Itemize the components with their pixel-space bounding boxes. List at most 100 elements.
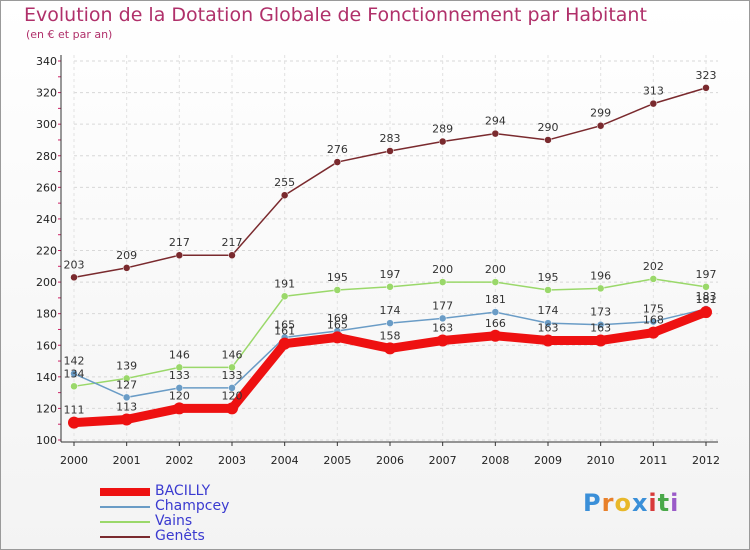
data-label: 196 <box>590 269 611 282</box>
data-point <box>542 334 554 347</box>
data-point <box>386 319 394 327</box>
data-point <box>594 334 607 347</box>
data-label: 142 <box>64 355 85 368</box>
data-label: 290 <box>538 121 559 134</box>
data-label: 203 <box>64 258 85 271</box>
data-point <box>175 384 184 392</box>
data-point <box>173 402 186 415</box>
data-label: 283 <box>380 132 401 145</box>
legend-label: Vains <box>155 513 193 529</box>
x-tick-label: 2004 <box>271 454 299 467</box>
data-point <box>331 331 344 344</box>
data-point <box>702 84 710 92</box>
x-tick-label: 2011 <box>639 454 667 467</box>
y-tick-label: 100 <box>36 434 57 447</box>
data-point <box>491 308 500 316</box>
data-point <box>68 416 80 429</box>
y-tick-label: 220 <box>36 245 57 258</box>
data-label: 146 <box>222 348 243 361</box>
data-label: 197 <box>696 268 717 281</box>
data-label: 200 <box>432 263 453 276</box>
data-label: 197 <box>380 268 401 281</box>
data-point <box>489 329 502 342</box>
data-label: 139 <box>116 359 137 372</box>
data-point <box>70 382 78 391</box>
data-point <box>491 278 500 286</box>
chart-title: Evolution de la Dotation Globale de Fonc… <box>24 4 647 26</box>
data-label: 163 <box>590 322 611 335</box>
data-point <box>228 363 236 372</box>
data-label: 217 <box>222 236 243 249</box>
data-point <box>702 283 710 291</box>
x-tick-label: 2002 <box>165 454 193 467</box>
data-label: 168 <box>643 314 664 327</box>
data-label: 294 <box>485 115 506 128</box>
legend-label: Genêts <box>155 528 205 544</box>
data-label: 195 <box>327 271 348 284</box>
y-tick-label: 320 <box>36 87 57 100</box>
data-label: 195 <box>538 271 559 284</box>
data-point <box>386 147 394 155</box>
y-tick-label: 300 <box>36 118 57 131</box>
data-label: 181 <box>696 293 717 306</box>
data-label: 209 <box>116 249 137 262</box>
data-label: 173 <box>590 306 611 319</box>
x-tick-label: 2010 <box>587 454 615 467</box>
x-tick-label: 2007 <box>429 454 457 467</box>
data-point <box>122 264 131 272</box>
logo-letter: t <box>657 489 671 517</box>
data-point <box>70 273 78 282</box>
data-point <box>278 337 291 350</box>
data-point <box>386 283 394 291</box>
y-tick-label: 260 <box>36 181 57 194</box>
data-label: 166 <box>485 317 506 330</box>
y-tick-label: 180 <box>36 308 57 321</box>
x-tick-label: 2003 <box>218 454 246 467</box>
y-tick-label: 200 <box>36 276 57 289</box>
logo-letter: P <box>583 489 602 517</box>
data-point <box>280 292 289 301</box>
data-label: 134 <box>64 367 85 380</box>
data-label: 133 <box>222 369 243 382</box>
data-point <box>122 393 131 402</box>
x-tick-label: 2005 <box>323 454 351 467</box>
data-label: 181 <box>485 293 506 306</box>
data-label: 276 <box>327 143 348 156</box>
x-tick-label: 2009 <box>534 454 562 467</box>
data-point <box>226 402 238 415</box>
data-point <box>436 334 449 347</box>
logo-letter: r <box>601 489 615 517</box>
data-point <box>438 278 447 286</box>
chart-subtitle: (en € et par an) <box>26 28 113 41</box>
data-point <box>544 319 552 327</box>
data-label: 111 <box>64 404 85 417</box>
logo-letter: o <box>614 489 632 517</box>
data-label: 165 <box>274 318 295 331</box>
data-point <box>596 320 605 329</box>
logo-letter: x <box>631 489 649 517</box>
data-point <box>647 326 660 339</box>
data-label: 146 <box>169 348 190 361</box>
data-label: 200 <box>485 263 506 276</box>
data-label: 255 <box>274 176 295 189</box>
logo-letter: i <box>648 489 658 517</box>
data-point <box>596 121 605 130</box>
legend-swatch <box>100 488 150 496</box>
data-label: 202 <box>643 260 664 273</box>
data-point <box>120 413 133 426</box>
x-tick-label: 2012 <box>692 454 720 467</box>
data-point <box>122 374 131 383</box>
legend-swatch <box>100 521 150 523</box>
y-tick-label: 120 <box>36 402 57 415</box>
data-label: 113 <box>116 400 137 413</box>
data-label: 175 <box>643 303 664 316</box>
data-label: 163 <box>538 322 559 335</box>
data-point <box>384 342 396 355</box>
data-point <box>438 137 447 146</box>
data-label: 217 <box>169 236 190 249</box>
data-label: 163 <box>432 322 453 335</box>
data-label: 323 <box>696 69 717 82</box>
data-point <box>596 284 605 293</box>
data-point <box>649 99 658 108</box>
